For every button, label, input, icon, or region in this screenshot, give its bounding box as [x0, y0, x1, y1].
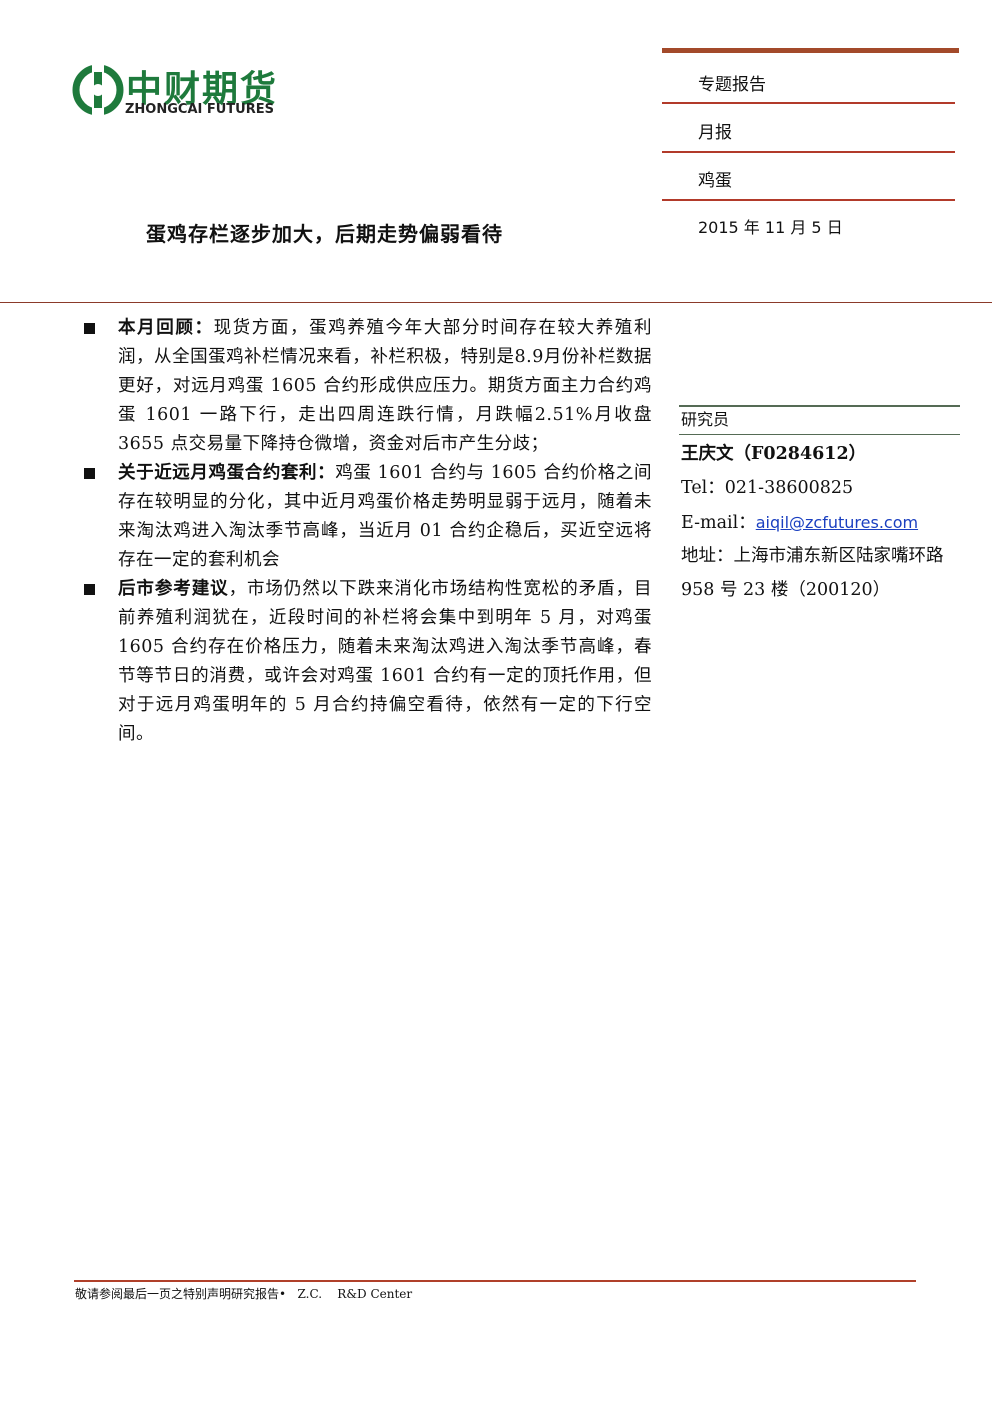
logo-icon: [72, 64, 124, 116]
logo-subname: ZHONGCAI FUTURES: [125, 102, 274, 117]
researcher-tel: Tel：021-38600825: [681, 478, 854, 498]
report-period: 月报: [698, 123, 732, 143]
bullet-heading: 本月回顾：: [118, 318, 214, 338]
section-rule: [0, 302, 992, 303]
report-type: 专题报告: [698, 75, 766, 95]
researcher-rule: [679, 405, 960, 407]
bullet-heading: 关于近远月鸡蛋合约套利：: [118, 463, 336, 483]
footer-rule: [74, 1280, 916, 1282]
researcher-address: 地址：上海市浦东新区陆家嘴环路 958 号 23 楼（200120）: [681, 546, 944, 600]
report-title: 蛋鸡存栏逐步加大，后期走势偏弱看待: [146, 222, 503, 246]
footer: 敬请参阅最后一页之特别声明研究报告• Z.C. R&D Center: [75, 1287, 413, 1301]
divider: [662, 102, 955, 104]
bullet: 本月回顾：现货方面，蛋鸡养殖今年大部分时间存在较大养殖利润，从全国蛋鸡补栏情况来…: [84, 314, 653, 459]
top-rule: [662, 48, 959, 53]
researcher-rule: [679, 434, 960, 435]
bullet-heading: 后市参考建议: [118, 579, 229, 599]
bullet-text: ，市场仍然以下跌来消化市场结构性宽松的矛盾，目前养殖利润犹在，近段时间的补栏将会…: [118, 579, 653, 744]
bullet: 关于近远月鸡蛋合约套利：鸡蛋 1601 合约与 1605 合约价格之间存在较明显…: [84, 459, 652, 575]
bullet-text: 现货方面，蛋鸡养殖今年大部分时间存在较大养殖利润，从全国蛋鸡补栏情况来看，补栏积…: [118, 318, 653, 454]
email-label: E-mail：: [681, 513, 756, 533]
report-date: 2015 年 11 月 5 日: [698, 218, 843, 237]
logo-name: 中财期货: [126, 69, 279, 110]
report-subject: 鸡蛋: [698, 171, 732, 191]
divider: [662, 199, 955, 201]
researcher-email-row: E-mail：aiqil@zcfutures.com: [681, 506, 956, 540]
bullet-list: 本月回顾：现货方面，蛋鸡养殖今年大部分时间存在较大养殖利润，从全国蛋鸡补栏情况来…: [84, 314, 653, 749]
email-link[interactable]: aiqil@zcfutures.com: [755, 513, 919, 532]
researcher-label: 研究员: [681, 410, 730, 429]
bullet: 后市参考建议，市场仍然以下跌来消化市场结构性宽松的矛盾，目前养殖利润犹在，近段时…: [84, 575, 653, 749]
divider: [662, 151, 955, 153]
bullet-text: 鸡蛋 1601 合约与 1605 合约价格之间存在较明显的分化，其中近月鸡蛋价格…: [118, 463, 652, 570]
researcher-name: 王庆文（F0284612）: [681, 444, 867, 464]
